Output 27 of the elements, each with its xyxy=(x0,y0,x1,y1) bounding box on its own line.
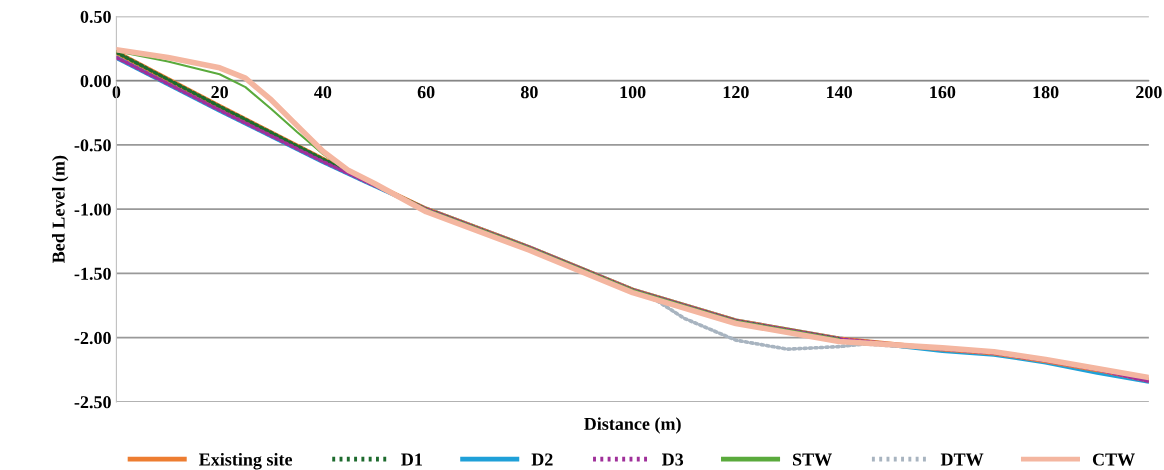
legend-label: DTW xyxy=(940,453,984,466)
x-tick-label: 60 xyxy=(417,86,435,99)
x-tick-label: 120 xyxy=(723,86,749,99)
y-tick-label: 0.50 xyxy=(80,10,111,23)
y-axis-title: Bed Level (m) xyxy=(52,155,69,263)
y-tick-label: -0.50 xyxy=(74,139,111,152)
legend-label: D3 xyxy=(661,453,684,466)
x-tick-label: 40 xyxy=(314,86,332,99)
x-tick-label: 100 xyxy=(620,86,646,99)
x-axis-title: Distance (m) xyxy=(584,417,681,434)
legend-label: D1 xyxy=(401,453,422,466)
legend-label: Existing site xyxy=(199,452,293,470)
legend-label: CTW xyxy=(1092,453,1135,466)
y-tick-label: 0.00 xyxy=(80,74,111,88)
x-tick-label: 80 xyxy=(520,86,538,99)
x-tick-label: 160 xyxy=(930,86,956,99)
x-tick-label: 0 xyxy=(112,86,121,99)
legend-label: STW xyxy=(793,453,832,466)
legend-label: D2 xyxy=(531,453,553,466)
y-tick-label: -1.50 xyxy=(74,267,111,280)
x-tick-label: 180 xyxy=(1033,86,1059,99)
x-tick-label: 20 xyxy=(211,86,228,99)
x-tick-label: 200 xyxy=(1136,86,1162,99)
y-tick-label: -2.00 xyxy=(74,331,111,345)
x-tick-label: 140 xyxy=(827,86,852,99)
y-tick-label: -1.00 xyxy=(74,203,111,216)
y-tick-label: -2.50 xyxy=(74,396,111,409)
